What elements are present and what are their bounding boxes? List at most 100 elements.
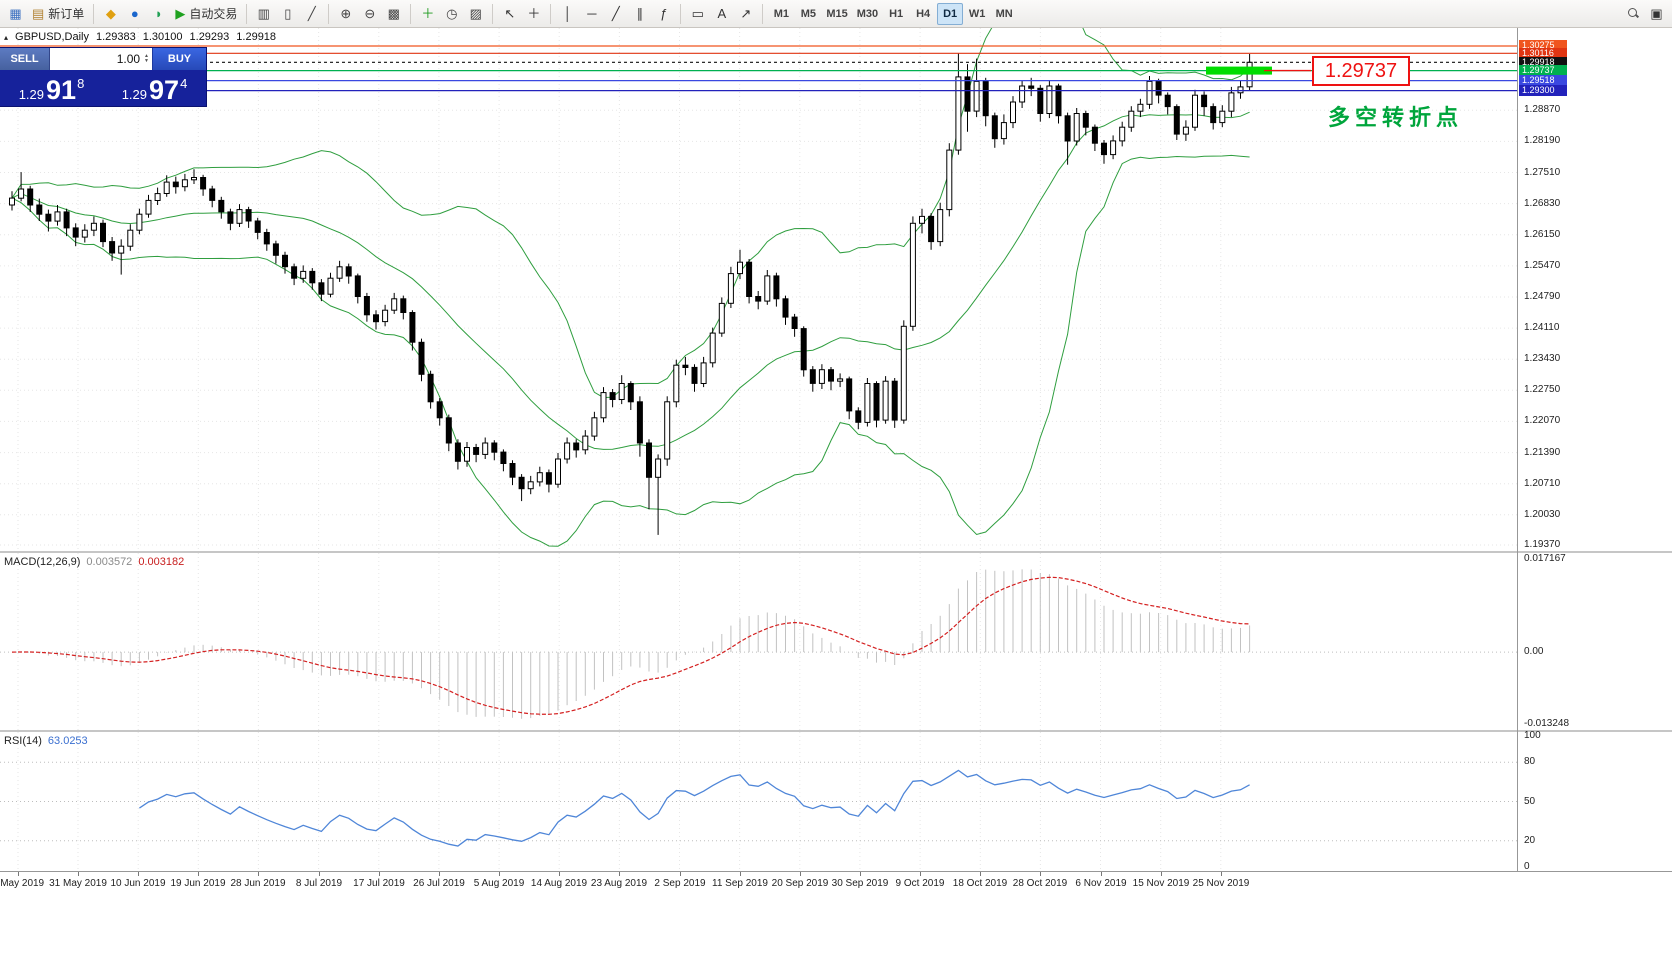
candle-body bbox=[1046, 85, 1053, 114]
buy-price[interactable]: 1.29 97 4 bbox=[103, 70, 206, 106]
price-callout[interactable]: 1.29737 bbox=[1312, 56, 1410, 86]
candlestick-mode-icon: ▯ bbox=[284, 6, 292, 21]
candle-body bbox=[236, 209, 243, 224]
rsi-axis-label: 80 bbox=[1524, 756, 1536, 767]
macd-axis[interactable]: 0.017167 0.00 -0.013248 bbox=[1518, 553, 1671, 730]
price-axis-label: 1.26150 bbox=[1524, 229, 1561, 240]
line-chart-mode-button[interactable]: ╱ bbox=[300, 3, 323, 25]
time-tick bbox=[1161, 872, 1162, 876]
one-click-toggle-icon[interactable]: ▴ bbox=[4, 32, 9, 42]
bar-chart-mode-button[interactable]: ▥ bbox=[252, 3, 275, 25]
spin-down-icon[interactable]: ▼ bbox=[144, 58, 149, 64]
volume-stepper[interactable]: 1.00 ▲ ▼ bbox=[50, 48, 152, 70]
search-button[interactable] bbox=[1622, 3, 1645, 25]
candle-body bbox=[655, 458, 662, 478]
date-label: 11 Sep 2019 bbox=[712, 878, 768, 889]
timeframe-m5[interactable]: M5 bbox=[795, 3, 821, 25]
candle-body bbox=[919, 215, 925, 224]
candle-body bbox=[673, 364, 680, 403]
timeframe-m30[interactable]: M30 bbox=[853, 3, 882, 25]
chart-window-button[interactable]: ▣ bbox=[1645, 3, 1668, 25]
channel-tool-icon: ∥ bbox=[636, 6, 644, 21]
candle-body bbox=[309, 270, 316, 284]
main-chart[interactable] bbox=[0, 28, 1517, 551]
price-axis[interactable]: 1.28870 1.28190 1.27510 1.26830 1.26150 1.254… bbox=[1518, 28, 1671, 551]
candle-body bbox=[882, 380, 889, 421]
new-order-icon: ▤ bbox=[32, 6, 45, 21]
candle-body bbox=[973, 80, 980, 112]
macd-name: MACD(12,26,9) bbox=[4, 556, 81, 568]
sell-price-small: 1.29 bbox=[18, 86, 45, 102]
zoom-in-icon: ⊕ bbox=[340, 6, 352, 21]
macd-signal-line bbox=[11, 576, 1250, 715]
timeframe-mn[interactable]: MN bbox=[991, 3, 1017, 25]
time-tick bbox=[258, 872, 259, 876]
open-value: 1.29383 bbox=[95, 31, 136, 43]
spin-up-icon[interactable]: ▲ bbox=[144, 53, 149, 59]
date-label: 25 Nov 2019 bbox=[1192, 878, 1250, 889]
autotrading-button[interactable]: ▶ 自动交易 bbox=[171, 3, 241, 25]
timeframe-m1[interactable]: M1 bbox=[768, 3, 794, 25]
vertical-line-tool-button[interactable]: │ bbox=[556, 3, 579, 25]
new-order-button[interactable]: ▤ 新订单 bbox=[28, 3, 88, 25]
horizontal-line-tool-icon: ─ bbox=[587, 6, 597, 21]
text-tool-button[interactable]: A bbox=[710, 3, 733, 25]
candle-body bbox=[609, 392, 616, 401]
time-tick bbox=[138, 872, 139, 876]
hline-price-badge: 1.29518 bbox=[1519, 75, 1567, 86]
candle-body bbox=[464, 447, 470, 462]
rsi-axis-label: 50 bbox=[1524, 796, 1536, 807]
profile-icon-button[interactable]: ● bbox=[123, 3, 146, 25]
highlight-rectangle[interactable] bbox=[1206, 66, 1272, 75]
toolbar-separator bbox=[492, 3, 494, 24]
candle-body bbox=[1173, 106, 1180, 135]
time-tick bbox=[980, 872, 981, 876]
tile-windows-button[interactable]: ▩ bbox=[382, 3, 405, 25]
timeframe-m15[interactable]: M15 bbox=[822, 3, 851, 25]
alerts-icon-button[interactable]: ◆ bbox=[99, 3, 122, 25]
candle-body bbox=[600, 392, 607, 419]
crosshair-tool-button[interactable]: ＋ bbox=[522, 3, 545, 25]
fibonacci-tool-button[interactable]: ƒ bbox=[652, 3, 675, 25]
candle-body bbox=[828, 369, 834, 382]
timeframe-h4[interactable]: H4 bbox=[910, 3, 936, 25]
panel-splitter[interactable] bbox=[0, 551, 1672, 553]
candle-body bbox=[1055, 85, 1062, 117]
rsi-axis[interactable]: 100 80 50 20 0 bbox=[1518, 730, 1671, 872]
candle-body bbox=[409, 312, 416, 343]
new-chart-button[interactable]: ▦ bbox=[4, 3, 27, 25]
timeframe-h1[interactable]: H1 bbox=[883, 3, 909, 25]
time-tick bbox=[740, 872, 741, 876]
timeframe-d1[interactable]: D1 bbox=[937, 2, 964, 25]
main-grid bbox=[0, 28, 1517, 551]
panel-splitter[interactable] bbox=[0, 730, 1672, 732]
buy-price-big: 97 bbox=[149, 75, 180, 106]
chat-icon-button[interactable]: ◗ bbox=[147, 3, 170, 25]
buy-button[interactable]: BUY bbox=[152, 48, 206, 70]
zoom-in-button[interactable]: ⊕ bbox=[334, 3, 357, 25]
candle-body bbox=[300, 270, 307, 279]
candle-body bbox=[482, 442, 489, 455]
macd-chart[interactable] bbox=[0, 553, 1517, 730]
shapes-tool-button[interactable]: ▭ bbox=[686, 3, 709, 25]
periods-button[interactable]: ◷ bbox=[440, 3, 463, 25]
rsi-chart[interactable] bbox=[0, 732, 1517, 871]
sell-price[interactable]: 1.29 91 8 bbox=[0, 70, 103, 106]
indicators-button[interactable]: ＋ bbox=[416, 3, 439, 25]
horizontal-line-tool-button[interactable]: ─ bbox=[580, 3, 603, 25]
axis-border bbox=[1517, 28, 1518, 893]
volume-value: 1.00 bbox=[116, 52, 141, 66]
trendline-tool-button[interactable]: ╱ bbox=[604, 3, 627, 25]
zoom-out-button[interactable]: ⊖ bbox=[358, 3, 381, 25]
sell-button[interactable]: SELL bbox=[0, 48, 50, 70]
candle-body bbox=[518, 476, 525, 490]
arrows-tool-button[interactable]: ↗ bbox=[734, 3, 757, 25]
candle-body bbox=[818, 369, 825, 384]
cursor-tool-button[interactable]: ↖ bbox=[498, 3, 521, 25]
templates-button[interactable]: ▨ bbox=[464, 3, 487, 25]
timeframe-w1[interactable]: W1 bbox=[964, 3, 990, 25]
volume-spin-arrows[interactable]: ▲ ▼ bbox=[144, 54, 149, 64]
candlestick-mode-button[interactable]: ▯ bbox=[276, 3, 299, 25]
channel-tool-button[interactable]: ∥ bbox=[628, 3, 651, 25]
